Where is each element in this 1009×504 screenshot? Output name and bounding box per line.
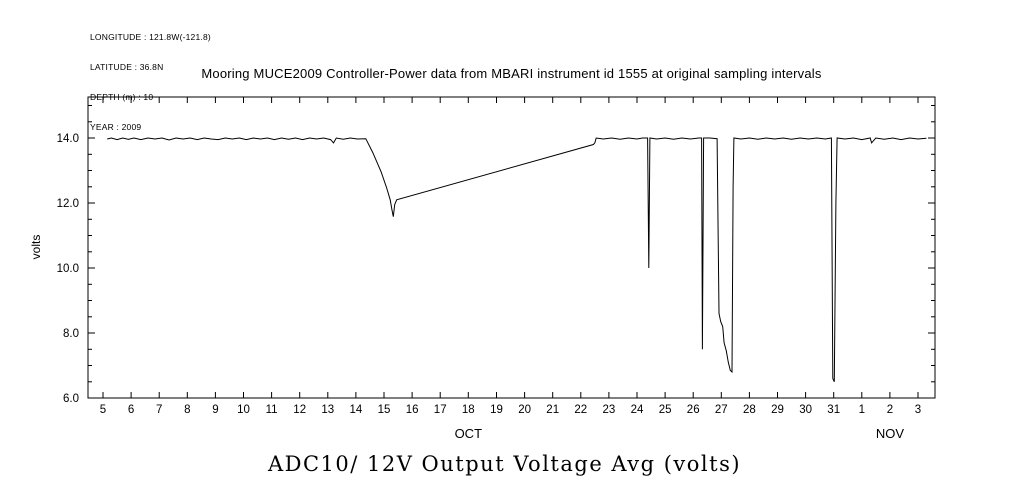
plot-frame (87, 96, 936, 399)
x-tick-label: 25 (659, 404, 672, 416)
x-tick-label: 23 (603, 404, 616, 416)
x-tick-label: 30 (799, 404, 812, 416)
x-tick-label: 26 (687, 404, 700, 416)
y-tick-label: 14.0 (57, 133, 79, 145)
x-tick-label: 10 (237, 404, 250, 416)
x-tick-label: 21 (546, 404, 559, 416)
x-tick-label: 9 (212, 404, 218, 416)
x-tick-label: 20 (518, 404, 531, 416)
x-tick-label: 5 (100, 404, 106, 416)
y-tick-label: 12.0 (57, 198, 79, 210)
x-tick-label: 24 (631, 404, 644, 416)
x-tick-label: 3 (915, 404, 921, 416)
month-label: OCT (455, 426, 483, 441)
voltage-series-line (107, 137, 927, 383)
x-tick-label: 27 (715, 404, 728, 416)
x-tick-label: 7 (156, 404, 162, 416)
x-tick-label: 12 (293, 404, 306, 416)
x-tick-label: 15 (378, 404, 391, 416)
x-tick-label: 17 (434, 404, 447, 416)
x-tick-label: 11 (266, 404, 278, 416)
metadata-longitude: LONGITUDE : 121.8W(-121.8) (90, 32, 211, 42)
x-tick-label: 31 (827, 404, 840, 416)
x-tick-label: 14 (350, 404, 363, 416)
x-tick-label: 16 (406, 404, 419, 416)
x-tick-label: 22 (574, 404, 587, 416)
chart-title: Mooring MUCE2009 Controller-Power data f… (201, 66, 822, 81)
month-label: NOV (876, 426, 905, 441)
x-tick-label: 8 (184, 404, 190, 416)
y-tick-label: 6.0 (63, 393, 79, 405)
metadata-latitude: LATITUDE : 36.8N (90, 62, 164, 72)
x-tick-label: 2 (887, 404, 893, 416)
x-tick-label: 6 (128, 404, 134, 416)
y-tick-label: 8.0 (63, 328, 79, 340)
x-tick-label: 19 (490, 404, 503, 416)
x-tick-label: 13 (321, 404, 334, 416)
metadata-year: YEAR : 2009 (90, 122, 142, 132)
x-tick-label: 28 (743, 404, 756, 416)
x-tick-label: 18 (462, 404, 475, 416)
x-tick-label: 1 (859, 404, 865, 416)
y-tick-label: 10.0 (57, 263, 79, 275)
bottom-title: ADC10/ 12V Output Voltage Avg (volts) (267, 452, 742, 476)
x-tick-label: 29 (771, 404, 784, 416)
